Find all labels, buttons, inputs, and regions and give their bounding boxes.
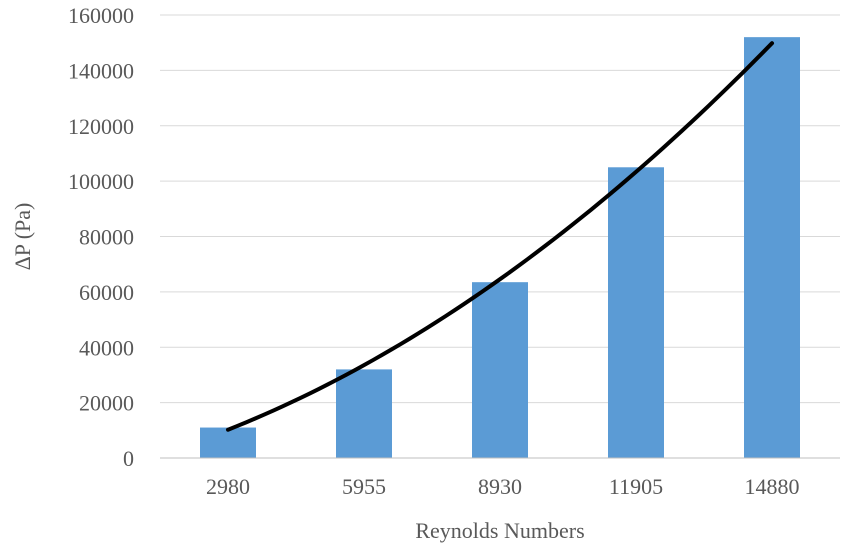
bar-8930 [472, 282, 528, 458]
y-tick-label: 20000 [79, 391, 134, 416]
x-tick-label: 2980 [206, 474, 250, 499]
y-tick-label: 100000 [68, 169, 134, 194]
bar-11905 [608, 167, 664, 458]
x-axis-title: Reynolds Numbers [415, 518, 584, 543]
y-tick-label: 120000 [68, 114, 134, 139]
trendline-group [226, 41, 774, 432]
y-tick-label: 80000 [79, 225, 134, 250]
y-tick-label: 160000 [68, 3, 134, 28]
y-axis-ticks: 0 20000 40000 60000 80000 100000 120000 140000 1… [68, 3, 134, 471]
y-tick-label: 140000 [68, 58, 134, 83]
x-tick-label: 14880 [745, 474, 800, 499]
bars [200, 37, 800, 459]
y-tick-label: 40000 [79, 335, 134, 360]
trendline [226, 41, 774, 432]
y-axis-title: ΔP (Pa) [10, 203, 35, 271]
x-tick-label: 5955 [342, 474, 386, 499]
y-tick-label: 60000 [79, 280, 134, 305]
x-axis-ticks: 2980 5955 8930 11905 14880 [206, 474, 800, 499]
x-tick-label: 8930 [478, 474, 522, 499]
bar-2980 [200, 427, 256, 458]
bar-5955 [336, 369, 392, 458]
y-tick-label: 0 [123, 446, 134, 471]
bar-14880 [744, 37, 800, 459]
x-tick-label: 11905 [609, 474, 663, 499]
